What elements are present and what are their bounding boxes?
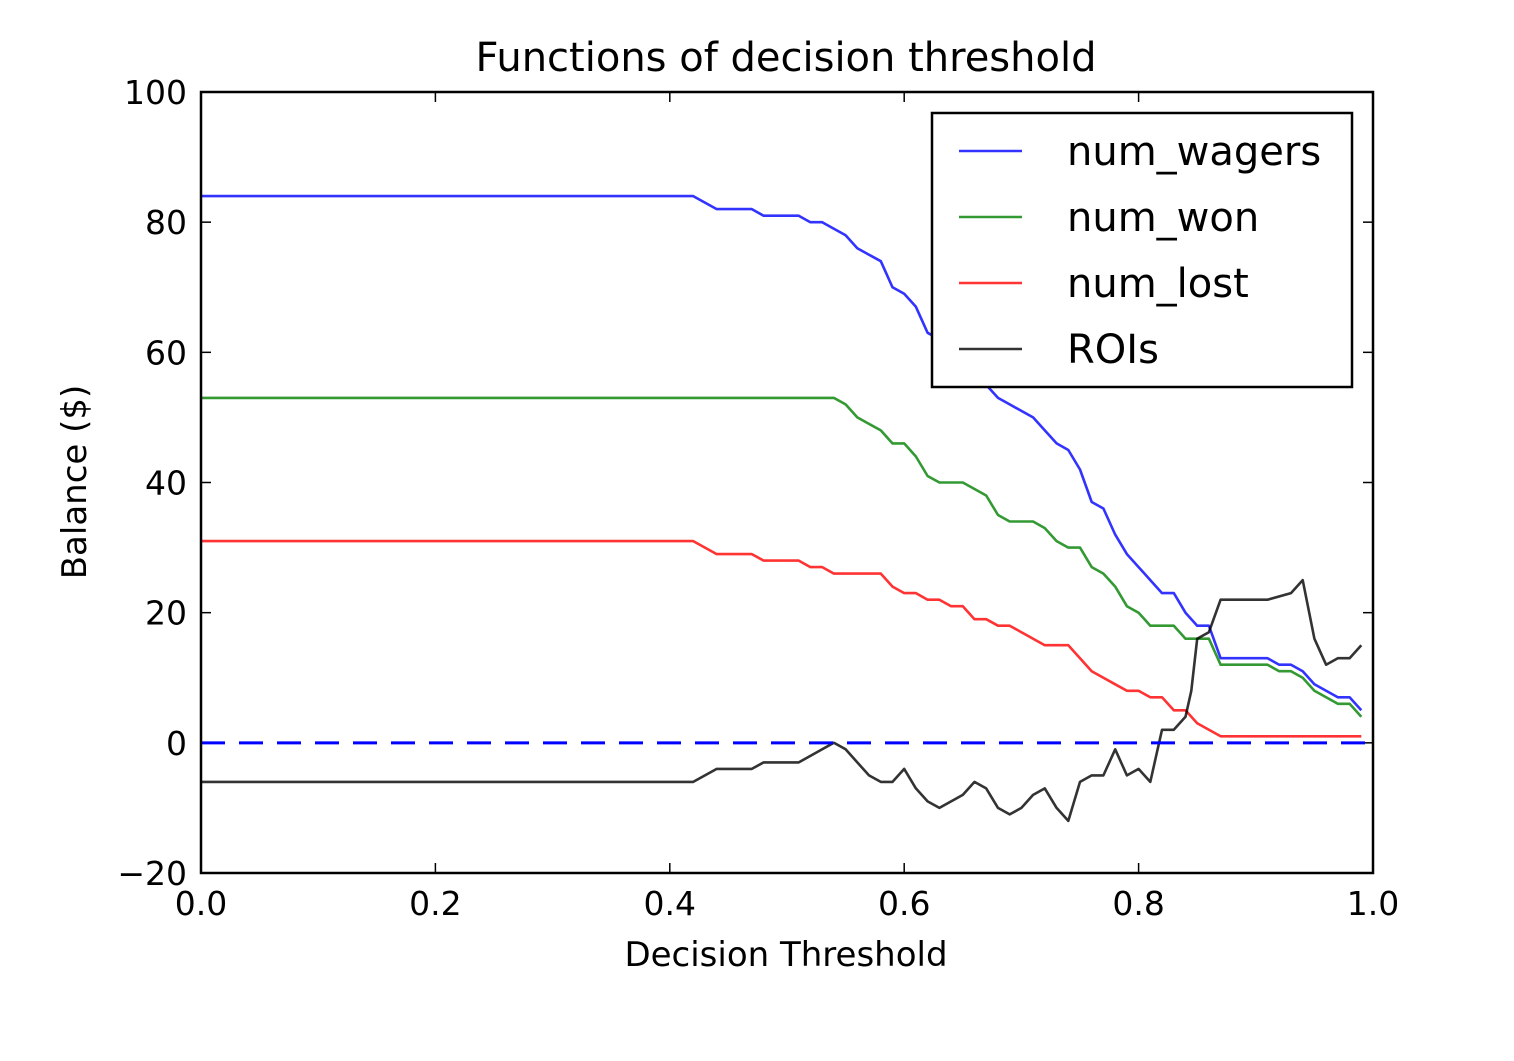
y-tick-label: 60 — [145, 333, 187, 372]
series-line-num-lost — [201, 539, 1362, 738]
y-tick-label: 40 — [145, 464, 187, 503]
y-tick-label: 100 — [124, 73, 187, 112]
legend-label: num_lost — [1067, 261, 1249, 307]
series-group — [201, 194, 1373, 823]
x-tick-label: 0.0 — [175, 884, 227, 923]
legend-label: ROIs — [1067, 327, 1159, 373]
legend-label: num_wagers — [1067, 129, 1321, 175]
y-tick-label: 20 — [145, 594, 187, 633]
chart-title: Functions of decision threshold — [476, 35, 1097, 81]
y-tick-label: −20 — [117, 854, 187, 893]
x-tick-label: 0.8 — [1112, 884, 1164, 923]
legend-label: num_won — [1067, 195, 1259, 241]
y-axis-label: Balance ($) — [55, 385, 95, 580]
x-tick-label: 1.0 — [1347, 884, 1399, 923]
axes-frame — [199, 90, 1375, 875]
series-line-num-won — [201, 396, 1363, 718]
legend: num_wagers num_won num_lost ROIs — [930, 111, 1354, 389]
legend-box — [930, 111, 1354, 389]
x-tick-label: 0.6 — [878, 884, 930, 923]
y-tick-label: 80 — [145, 203, 187, 242]
x-axis-label: Decision Threshold — [624, 935, 947, 975]
x-tick-label: 0.2 — [409, 884, 461, 923]
x-tick-label: 0.4 — [644, 884, 696, 923]
y-tick-label: 0 — [166, 724, 187, 763]
series-line-rois — [201, 578, 1363, 823]
series-line-num-wagers — [201, 194, 1363, 712]
plot-area: 0.0 0.2 0.4 0.6 0.8 1.0 100 80 60 40 20 0 −20 num_wag… — [117, 73, 1399, 923]
